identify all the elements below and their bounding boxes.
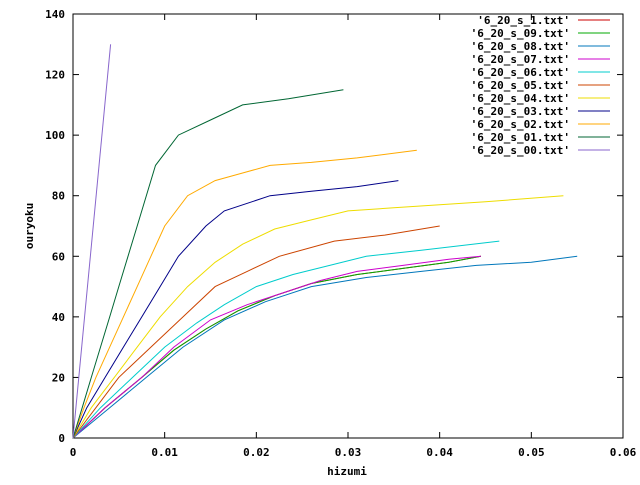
y-tick-label: 100 [45,129,65,142]
legend-label: '6_20_s_02.txt' [471,118,570,131]
legend-label: '6_20_s_1.txt' [477,14,570,27]
legend-label: '6_20_s_01.txt' [471,131,570,144]
series-line-4 [72,240,500,439]
series-line-7 [72,180,399,439]
x-tick-label: 0.05 [518,446,545,459]
y-tick-label: 120 [45,69,65,82]
x-axis-label: hizumi [327,465,367,478]
series-line-6 [72,195,564,439]
y-tick-label: 20 [52,371,65,384]
y-axis-label: ouryoku [23,203,36,249]
legend-label: '6_20_s_05.txt' [471,79,570,92]
legend-label: '6_20_s_06.txt' [471,66,570,79]
x-tick-label: 0.04 [426,446,453,459]
legend-label: '6_20_s_09.txt' [471,27,570,40]
x-tick-label: 0.06 [610,446,637,459]
legend-label: '6_20_s_07.txt' [471,53,570,66]
y-tick-label: 140 [45,8,65,21]
series-line-2 [72,255,578,439]
x-tick-label: 0 [70,446,77,459]
legend-label: '6_20_s_03.txt' [471,105,570,118]
legend-label: '6_20_s_00.txt' [471,144,570,157]
legend-label: '6_20_s_04.txt' [471,92,570,105]
series-line-8 [72,149,417,439]
series-line-3 [72,255,481,439]
legend-label: '6_20_s_08.txt' [471,40,570,53]
x-tick-label: 0.02 [243,446,270,459]
series-line-5 [72,225,440,439]
y-tick-label: 40 [52,311,65,324]
series-line-10 [72,44,112,439]
x-tick-label: 0.01 [151,446,178,459]
series-line-9 [72,89,344,439]
y-tick-label: 60 [52,250,65,263]
series-line-1 [72,255,481,439]
y-tick-label: 0 [58,432,65,445]
series-line-0 [72,255,481,439]
y-tick-label: 80 [52,190,65,203]
x-tick-label: 0.03 [335,446,362,459]
